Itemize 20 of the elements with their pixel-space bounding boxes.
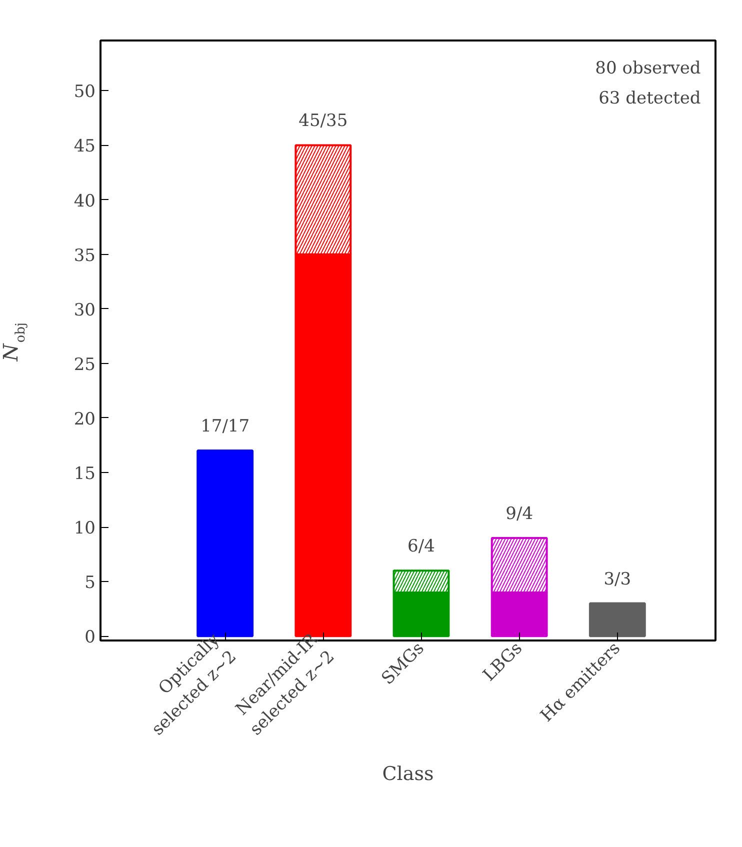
- y-tick-label: 50: [74, 82, 96, 102]
- y-tick-label: 20: [74, 409, 96, 430]
- annotation: 6/4: [408, 536, 435, 557]
- y-tick-label: 30: [74, 300, 96, 320]
- y-tick-label: 10: [74, 518, 96, 539]
- y-tick-label: 40: [74, 191, 96, 212]
- x-axis-title: Class: [382, 763, 434, 786]
- annotation: 80 observed: [595, 58, 701, 78]
- y-axis-title: Nobj: [0, 322, 28, 362]
- y-tick-label: 5: [84, 573, 96, 594]
- annotation: 45/35: [298, 111, 348, 132]
- annotation: 17/17: [200, 416, 250, 437]
- y-tick-label: 35: [74, 246, 96, 266]
- y-tick-label: 15: [74, 464, 96, 484]
- annotation: 9/4: [506, 504, 534, 524]
- y-tick-label: 25: [74, 354, 96, 375]
- y-tick-label: 45: [74, 136, 96, 157]
- y-tick-label: 0: [84, 628, 96, 648]
- annotation: 3/3: [604, 569, 632, 590]
- annotation: 63 detected: [598, 88, 701, 108]
